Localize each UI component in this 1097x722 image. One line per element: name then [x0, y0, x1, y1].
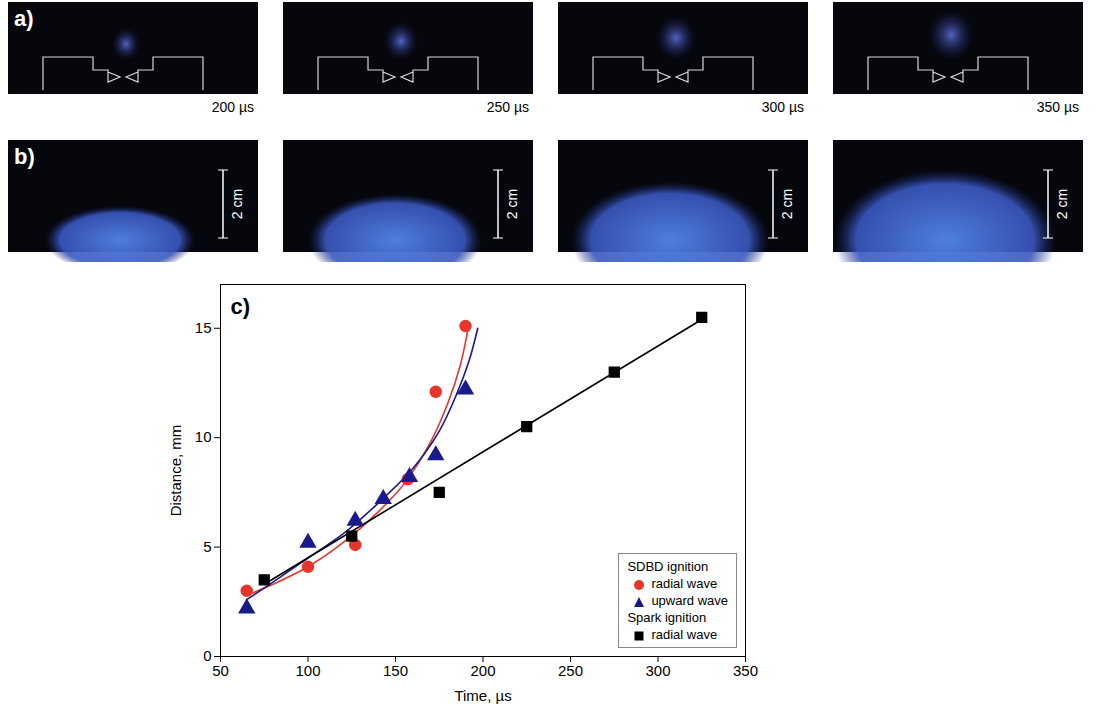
- svg-text:5: 5: [203, 538, 211, 555]
- svg-text:15: 15: [195, 319, 212, 336]
- svg-text:350 µs: 350 µs: [1037, 99, 1079, 115]
- svg-text:100: 100: [295, 662, 320, 679]
- svg-text:a): a): [14, 6, 34, 31]
- html-text:radial wave: radial wave: [651, 576, 718, 591]
- svg-text:300 µs: 300 µs: [762, 99, 804, 115]
- svg-text:250: 250: [558, 662, 583, 679]
- svg-text:2 cm: 2 cm: [504, 189, 520, 219]
- svg-text:b): b): [14, 144, 35, 169]
- svg-text:150: 150: [383, 662, 408, 679]
- svg-text:200: 200: [470, 662, 495, 679]
- svg-text:Distance, mm: Distance, mm: [167, 425, 184, 517]
- html-text:radial wave: radial wave: [651, 627, 718, 642]
- svg-text:200 µs: 200 µs: [212, 99, 254, 115]
- svg-text:250 µs: 250 µs: [487, 99, 529, 115]
- svg-text:10: 10: [195, 428, 212, 445]
- svg-text:50: 50: [212, 662, 229, 679]
- html-text:SDBD ignition: SDBD ignition: [627, 559, 709, 574]
- svg-text:2 cm: 2 cm: [1054, 189, 1070, 219]
- html-text:Spark ignition: Spark ignition: [627, 610, 707, 625]
- svg-text:350: 350: [733, 662, 758, 679]
- svg-text:Time, µs: Time, µs: [454, 687, 511, 704]
- svg-text:2 cm: 2 cm: [779, 189, 795, 219]
- html-text:upward wave: upward wave: [651, 593, 728, 608]
- svg-text:2 cm: 2 cm: [229, 189, 245, 219]
- svg-text:c): c): [231, 294, 251, 319]
- svg-text:300: 300: [645, 662, 670, 679]
- svg-text:0: 0: [203, 647, 211, 664]
